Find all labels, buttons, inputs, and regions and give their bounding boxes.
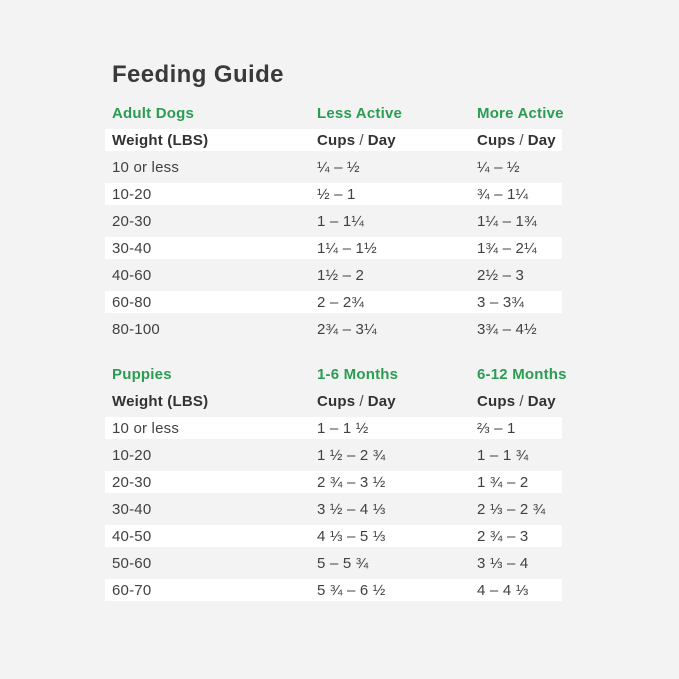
more-active-cups-cell: ¾ – 1¼ — [477, 185, 529, 203]
more-active-cups-cell: 1¾ – 2¼ — [477, 239, 537, 257]
weight-range-cell: 10-20 — [112, 446, 152, 464]
puppies-label: Puppies — [112, 365, 172, 383]
weight-range-cell: 80-100 — [112, 320, 160, 338]
cups-word: Cups — [477, 392, 516, 410]
one-to-six-cups-cell: 2 ¾ – 3 ½ — [317, 473, 386, 491]
slash-char: / — [359, 392, 364, 410]
less-active-cups-cell: 1½ – 2 — [317, 266, 365, 284]
weight-range-cell: 10 or less — [112, 419, 180, 437]
six-to-twelve-cups-cell: 1 – 1 ¾ — [477, 446, 529, 464]
adult-section-header-row: Adult Dogs Less Active More Active — [105, 102, 564, 124]
six-to-twelve-cups-cell: 2 ⅓ – 2 ¾ — [477, 500, 546, 518]
feeding-guide-content: Feeding Guide Adult Dogs Less Active Mor… — [105, 61, 567, 606]
six-to-twelve-cups-cell: 3 ⅓ – 4 — [477, 554, 529, 572]
table-row: 30-40 3 ½ – 4 ⅓ 2 ⅓ – 2 ¾ — [105, 498, 562, 520]
one-to-six-cups-cell: 4 ⅓ – 5 ⅓ — [317, 527, 386, 545]
table-row: 60-70 5 ¾ – 6 ½ 4 – 4 ⅓ — [105, 579, 562, 601]
table-row: 80-100 2¾ – 3¼ 3¾ – 4½ — [105, 318, 562, 340]
table-row: 10-20 1 ½ – 2 ¾ 1 – 1 ¾ — [105, 444, 562, 466]
slash-char: / — [519, 392, 524, 410]
weight-range-cell: 30-40 — [112, 500, 152, 518]
cups-word: Cups — [317, 392, 356, 410]
table-row: 50-60 5 – 5 ¾ 3 ⅓ – 4 — [105, 552, 562, 574]
day-word: Day — [367, 392, 396, 410]
adult-dogs-table: Adult Dogs Less Active More Active Weigh… — [105, 102, 564, 340]
less-active-cups-cell: ½ – 1 — [317, 185, 356, 203]
one-to-six-cups-cell: 1 – 1 ½ — [317, 419, 369, 437]
one-to-six-cups-cell: 3 ½ – 4 ⅓ — [317, 500, 386, 518]
weight-range-cell: 20-30 — [112, 212, 152, 230]
six-to-twelve-cups-cell: 4 – 4 ⅓ — [477, 581, 529, 599]
table-row: 40-60 1½ – 2 2½ – 3 — [105, 264, 562, 286]
less-active-label: Less Active — [317, 104, 403, 122]
one-to-six-cups-cell: 5 – 5 ¾ — [317, 554, 369, 572]
less-active-cups-cell: 2 – 2¾ — [317, 293, 365, 311]
slash-char: / — [359, 131, 364, 149]
puppies-section-header-row: Puppies 1-6 Months 6-12 Months — [105, 363, 567, 385]
page-title: Feeding Guide — [112, 61, 284, 88]
day-word: Day — [367, 131, 396, 149]
more-active-label: More Active — [477, 104, 564, 122]
day-word: Day — [527, 131, 556, 149]
weight-lbs-label: Weight (LBS) — [112, 131, 209, 149]
table-row: 40-50 4 ⅓ – 5 ⅓ 2 ¾ – 3 — [105, 525, 562, 547]
more-active-cups-cell: 2½ – 3 — [477, 266, 525, 284]
cups-per-day-label: Cups / Day — [477, 132, 562, 149]
day-word: Day — [527, 392, 556, 410]
slash-char: / — [519, 131, 524, 149]
weight-range-cell: 40-60 — [112, 266, 152, 284]
one-to-six-cups-cell: 1 ½ – 2 ¾ — [317, 446, 386, 464]
weight-lbs-label: Weight (LBS) — [112, 392, 209, 410]
weight-range-cell: 10-20 — [112, 185, 152, 203]
table-row: 20-30 2 ¾ – 3 ½ 1 ¾ – 2 — [105, 471, 562, 493]
more-active-cups-cell: 1¼ – 1¾ — [477, 212, 537, 230]
six-to-twelve-cups-cell: 2 ¾ – 3 — [477, 527, 529, 545]
cups-per-day-label: Cups / Day — [477, 393, 562, 410]
one-to-six-months-label: 1-6 Months — [317, 365, 399, 383]
more-active-cups-cell: 3 – 3¾ — [477, 293, 525, 311]
less-active-cups-cell: 1 – 1¼ — [317, 212, 365, 230]
puppies-table: Puppies 1-6 Months 6-12 Months Weight (L… — [105, 363, 567, 601]
less-active-cups-cell: 1¼ – 1½ — [317, 239, 377, 257]
cups-word: Cups — [477, 131, 516, 149]
weight-range-cell: 30-40 — [112, 239, 152, 257]
puppies-column-header-row: Weight (LBS) Cups / Day Cups / Day — [105, 390, 562, 412]
more-active-cups-cell: 3¾ – 4½ — [477, 320, 537, 338]
table-row: 20-30 1 – 1¼ 1¼ – 1¾ — [105, 210, 562, 232]
adult-dogs-label: Adult Dogs — [112, 104, 194, 122]
table-row: 60-80 2 – 2¾ 3 – 3¾ — [105, 291, 562, 313]
table-row: 10 or less 1 – 1 ½ ⅔ – 1 — [105, 417, 562, 439]
cups-per-day-label: Cups / Day — [317, 393, 477, 410]
table-row: 10 or less ¼ – ½ ¼ – ½ — [105, 156, 562, 178]
table-row: 30-40 1¼ – 1½ 1¾ – 2¼ — [105, 237, 562, 259]
table-row: 10-20 ½ – 1 ¾ – 1¼ — [105, 183, 562, 205]
six-to-twelve-months-label: 6-12 Months — [477, 365, 567, 383]
adult-column-header-row: Weight (LBS) Cups / Day Cups / Day — [105, 129, 562, 151]
weight-range-cell: 50-60 — [112, 554, 152, 572]
weight-range-cell: 60-80 — [112, 293, 152, 311]
six-to-twelve-cups-cell: ⅔ – 1 — [477, 419, 516, 437]
weight-range-cell: 20-30 — [112, 473, 152, 491]
weight-range-cell: 10 or less — [112, 158, 180, 176]
less-active-cups-cell: 2¾ – 3¼ — [317, 320, 377, 338]
cups-word: Cups — [317, 131, 356, 149]
less-active-cups-cell: ¼ – ½ — [317, 158, 360, 176]
one-to-six-cups-cell: 5 ¾ – 6 ½ — [317, 581, 386, 599]
weight-range-cell: 60-70 — [112, 581, 152, 599]
cups-per-day-label: Cups / Day — [317, 132, 477, 149]
more-active-cups-cell: ¼ – ½ — [477, 158, 520, 176]
weight-range-cell: 40-50 — [112, 527, 152, 545]
six-to-twelve-cups-cell: 1 ¾ – 2 — [477, 473, 529, 491]
